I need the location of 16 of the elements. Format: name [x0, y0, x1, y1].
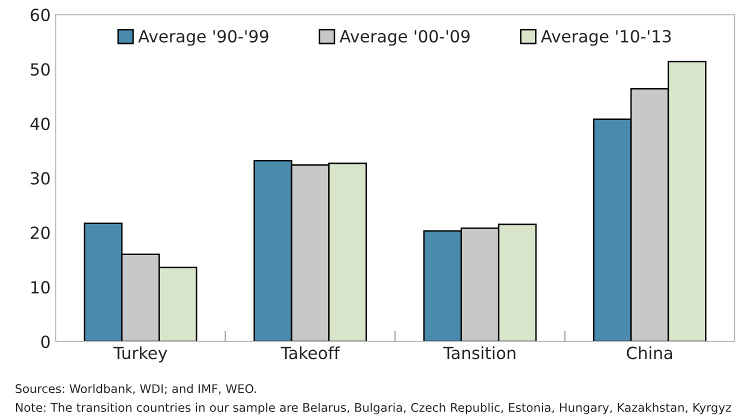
y-tick-label: 40 — [30, 118, 50, 130]
y-tick-label: 30 — [30, 172, 50, 185]
x-tick-label: China — [626, 346, 672, 360]
x-tick-label: Turkey — [113, 346, 168, 362]
source-note: Sources: Worldbank, WDI; and IMF, WEO. — [16, 384, 256, 394]
x-tick-label: Tansition — [443, 346, 516, 360]
y-tick-label: 20 — [30, 226, 50, 240]
legend-label: Average '10-'13 — [540, 30, 671, 46]
legend-label: Average '90-'99 — [138, 30, 268, 46]
x-tick-label: Takeoff — [280, 346, 340, 360]
y-tick-label: 0 — [41, 335, 50, 348]
text: Note: The transition countries in our sample are Belarus, Bulgaria, Czech Republic, Estonia, Hungary, Kazakhstan, Kyrgyz — [16, 402, 731, 414]
y-tick-label: 60 — [30, 8, 50, 22]
y-tick-label: 50 — [30, 63, 50, 76]
legend-label: Average '00-'09 — [340, 30, 470, 46]
y-tick-label: 10 — [31, 280, 50, 294]
